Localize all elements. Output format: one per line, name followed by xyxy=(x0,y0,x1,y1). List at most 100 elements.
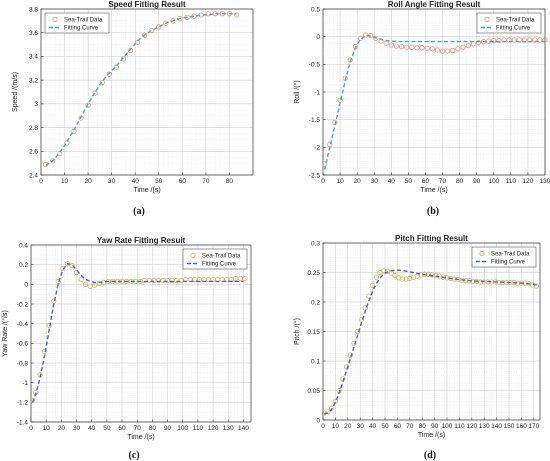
x-tick-label: 40 xyxy=(132,178,140,185)
data-point xyxy=(134,39,141,45)
data-point xyxy=(205,11,211,17)
chart-title: Yaw Rate Fitting Result xyxy=(97,236,186,245)
x-tick-label: 0 xyxy=(29,425,33,432)
data-point xyxy=(450,47,456,54)
data-point xyxy=(55,278,61,284)
legend-marker-swatch xyxy=(484,16,490,23)
x-tick-label: 60 xyxy=(179,178,187,185)
data-point xyxy=(403,276,409,282)
x-tick-label: 80 xyxy=(149,425,157,432)
figure-caption: (c) xyxy=(128,450,139,461)
data-point xyxy=(242,275,248,282)
x-tick-label: 140 xyxy=(491,423,502,430)
legend-entry: Fitting Curve xyxy=(491,260,526,266)
data-point xyxy=(433,272,439,279)
y-tick-label: -0.2 xyxy=(17,301,29,308)
y-tick-label: 0.2 xyxy=(19,262,28,269)
y-axis-label: Pitch /(°) xyxy=(293,318,301,345)
x-tick-label: 110 xyxy=(506,178,517,185)
data-point xyxy=(366,293,372,299)
data-point xyxy=(393,43,400,49)
fitting-curve-line xyxy=(31,262,244,403)
data-point xyxy=(414,45,420,51)
data-point xyxy=(445,48,451,54)
y-axis-label: Yaw Rate /(°/s) xyxy=(1,310,9,357)
y-tick-label: -0.5 xyxy=(309,62,321,69)
data-point xyxy=(42,348,48,354)
data-point xyxy=(85,102,91,108)
x-tick-label: 40 xyxy=(388,178,396,185)
x-tick-label: 90 xyxy=(431,423,439,430)
legend-marker-swatch xyxy=(52,16,58,23)
x-tick-label: 20 xyxy=(58,425,66,432)
axes-frame xyxy=(30,244,252,423)
x-tick-label: 10 xyxy=(332,423,340,430)
data-point xyxy=(329,405,335,411)
x-tick-label: 100 xyxy=(442,423,453,430)
y-tick-label: 2.8 xyxy=(29,125,38,132)
x-tick-label: 80 xyxy=(456,178,464,185)
x-tick-label: 20 xyxy=(84,178,92,185)
y-tick-label: 2.4 xyxy=(29,172,38,179)
y-axis-label: Roll /(°) xyxy=(293,80,301,103)
data-point xyxy=(46,323,52,329)
data-point xyxy=(149,27,155,33)
x-tick-label: 130 xyxy=(540,178,550,185)
data-point xyxy=(156,24,162,30)
y-tick-label: 0 xyxy=(316,34,320,41)
data-point xyxy=(398,44,405,50)
data-point xyxy=(363,32,369,38)
data-point xyxy=(533,283,539,289)
data-point xyxy=(537,37,543,43)
x-tick-label: 120 xyxy=(208,425,219,432)
data-point xyxy=(347,57,353,63)
y-tick-label: -1 xyxy=(22,380,28,387)
x-tick-label: 30 xyxy=(73,425,81,432)
x-tick-label: 0 xyxy=(39,178,43,185)
figure-caption: (d) xyxy=(424,450,436,461)
y-tick-label: -1.2 xyxy=(17,400,29,407)
data-point xyxy=(78,276,84,283)
y-tick-label: 3 xyxy=(34,101,38,108)
data-point xyxy=(322,161,328,167)
x-tick-label: 50 xyxy=(155,178,163,185)
data-point xyxy=(399,276,405,282)
chart-panel-2: 0 10 20 30 40 50 60 70 80 90 100 110 120 130 -2.5 -2 -1.… xyxy=(293,0,550,217)
y-tick-label: 0.3 xyxy=(311,240,320,247)
data-point xyxy=(381,268,387,274)
legend-entry: Sea-Trail Data xyxy=(64,18,103,24)
y-tick-label: -0.4 xyxy=(17,321,29,328)
x-tick-label: 50 xyxy=(103,425,111,432)
y-tick-label: 0.1 xyxy=(311,358,320,365)
y-tick-label: 3.6 xyxy=(29,30,38,37)
data-point xyxy=(532,37,538,43)
x-tick-label: 20 xyxy=(354,178,362,185)
data-point xyxy=(422,271,428,277)
legend-entry: Sea-Trail Data xyxy=(491,252,530,258)
y-tick-label: 3.8 xyxy=(29,6,38,13)
x-tick-label: 60 xyxy=(394,423,402,430)
x-axis-label: Time /(s) xyxy=(133,187,160,194)
x-tick-label: 110 xyxy=(193,425,204,432)
legend-entry: Fitting Curve xyxy=(64,26,99,32)
legend-entry: Sea-Trail Data xyxy=(496,18,535,24)
data-point xyxy=(388,42,394,48)
x-tick-label: 160 xyxy=(516,423,527,430)
x-tick-label: 60 xyxy=(118,425,126,432)
data-point xyxy=(419,45,425,51)
data-point xyxy=(142,32,148,38)
y-tick-label: 3.4 xyxy=(29,54,38,61)
x-tick-label: 100 xyxy=(177,425,188,432)
x-tick-label: 80 xyxy=(419,423,427,430)
data-point xyxy=(373,35,379,41)
data-point xyxy=(50,158,56,164)
y-tick-label: -2 xyxy=(314,145,320,152)
data-point xyxy=(460,44,466,50)
axes-frame xyxy=(40,8,254,176)
y-tick-label: 0.25 xyxy=(307,270,320,277)
data-point xyxy=(69,263,75,269)
legend-box xyxy=(44,12,110,34)
x-tick-label: 60 xyxy=(422,178,430,185)
series-2 xyxy=(31,262,244,403)
